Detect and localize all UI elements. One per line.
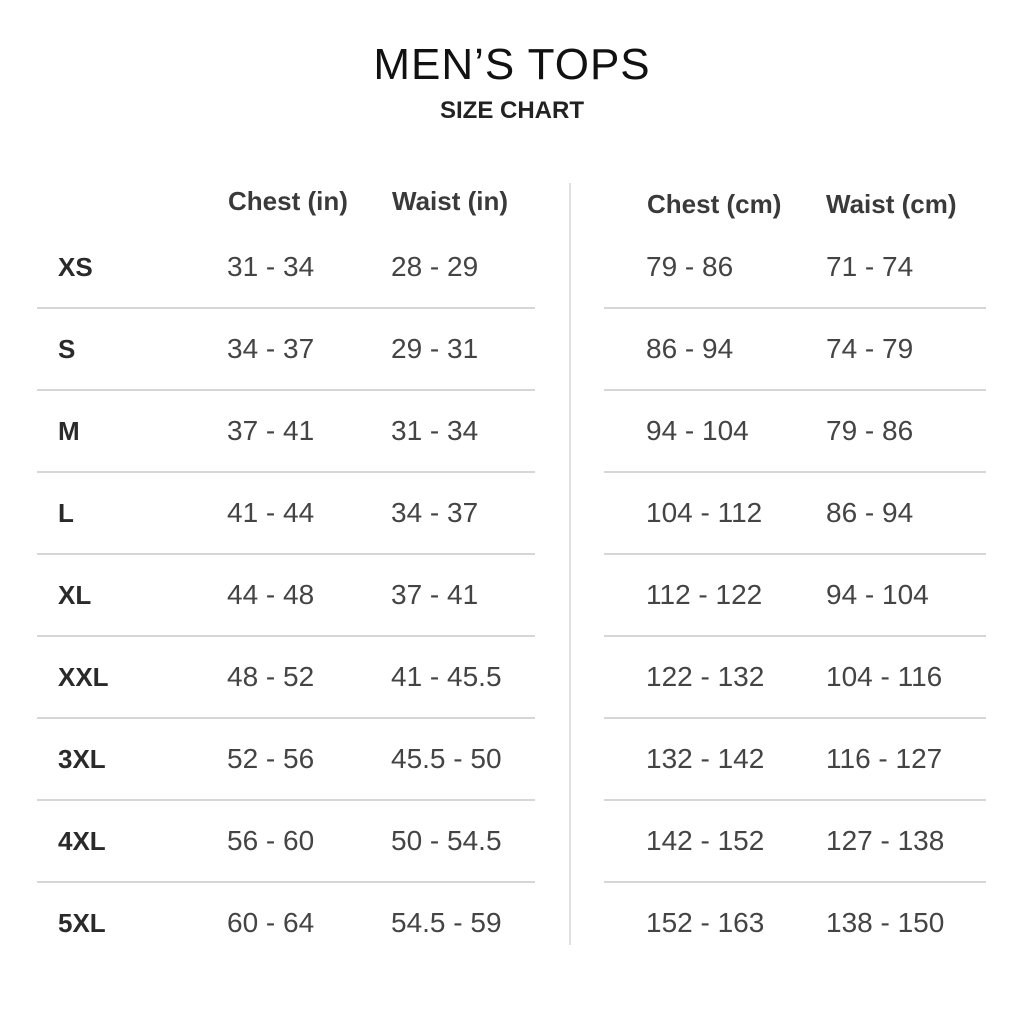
cell-chest-cm: 94 - 104 (646, 415, 749, 446)
cell-waist-in: 54.5 - 59 (391, 907, 502, 938)
cell-chest-cm: 104 - 112 (646, 497, 763, 528)
row-divider-left (37, 553, 535, 555)
row-divider-left (37, 389, 535, 391)
cell-waist-in: 45.5 - 50 (391, 743, 502, 774)
cell-size: 5XL (58, 908, 106, 938)
row-divider-right (604, 389, 986, 391)
cell-size: 4XL (58, 826, 106, 856)
cell-chest-in: 56 - 60 (227, 825, 315, 856)
page-title: MEN’S TOPS (373, 40, 651, 89)
cell-size: XS (58, 252, 93, 282)
cell-waist-cm: 127 - 138 (826, 825, 945, 856)
cell-waist-cm: 74 - 79 (826, 333, 914, 364)
cell-waist-cm: 94 - 104 (826, 579, 929, 610)
cell-chest-cm: 142 - 152 (646, 825, 765, 856)
cell-waist-cm: 86 - 94 (826, 497, 914, 528)
cell-chest-cm: 86 - 94 (646, 333, 734, 364)
header-waist-in: Waist (in) (392, 186, 509, 216)
row-divider-left (37, 635, 535, 637)
cell-chest-in: 31 - 34 (227, 251, 315, 282)
row-divider-right (604, 717, 986, 719)
cell-chest-in: 52 - 56 (227, 743, 315, 774)
cell-chest-cm: 112 - 122 (646, 579, 763, 610)
row-divider-right (604, 553, 986, 555)
cell-waist-in: 50 - 54.5 (391, 825, 502, 856)
cell-chest-cm: 79 - 86 (646, 251, 734, 282)
header-chest-cm: Chest (cm) (647, 189, 782, 219)
cell-chest-in: 41 - 44 (227, 497, 315, 528)
cell-chest-in: 60 - 64 (227, 907, 315, 938)
row-divider-right (604, 799, 986, 801)
cell-chest-in: 44 - 48 (227, 579, 315, 610)
column-divider (569, 183, 571, 945)
cell-waist-cm: 104 - 116 (826, 661, 943, 692)
cell-waist-cm: 138 - 150 (826, 907, 945, 938)
cell-waist-in: 29 - 31 (391, 333, 479, 364)
cell-chest-cm: 152 - 163 (646, 907, 765, 938)
cell-chest-in: 34 - 37 (227, 333, 315, 364)
cell-waist-in: 37 - 41 (391, 579, 479, 610)
cell-size: XXL (58, 662, 109, 692)
row-divider-right (604, 881, 986, 883)
cell-size: L (58, 498, 74, 528)
cell-waist-in: 41 - 45.5 (391, 661, 502, 692)
row-divider-right (604, 635, 986, 637)
cell-waist-cm: 79 - 86 (826, 415, 914, 446)
cell-waist-cm: 71 - 74 (826, 251, 914, 282)
cell-chest-cm: 132 - 142 (646, 743, 765, 774)
cell-waist-in: 34 - 37 (391, 497, 479, 528)
cell-waist-in: 28 - 29 (391, 251, 479, 282)
row-divider-left (37, 717, 535, 719)
header-chest-in: Chest (in) (228, 186, 348, 216)
cell-chest-in: 48 - 52 (227, 661, 315, 692)
row-divider-left (37, 471, 535, 473)
header-waist-cm: Waist (cm) (826, 189, 957, 219)
page-subtitle: SIZE CHART (440, 97, 584, 124)
cell-size: M (58, 416, 80, 446)
cell-chest-cm: 122 - 132 (646, 661, 765, 692)
cell-waist-in: 31 - 34 (391, 415, 479, 446)
cell-chest-in: 37 - 41 (227, 415, 315, 446)
row-divider-left (37, 307, 535, 309)
row-divider-left (37, 881, 535, 883)
row-divider-right (604, 307, 986, 309)
cell-size: S (58, 334, 76, 364)
cell-size: XL (58, 580, 92, 610)
cell-size: 3XL (58, 744, 106, 774)
row-divider-left (37, 799, 535, 801)
row-divider-right (604, 471, 986, 473)
cell-waist-cm: 116 - 127 (826, 743, 943, 774)
